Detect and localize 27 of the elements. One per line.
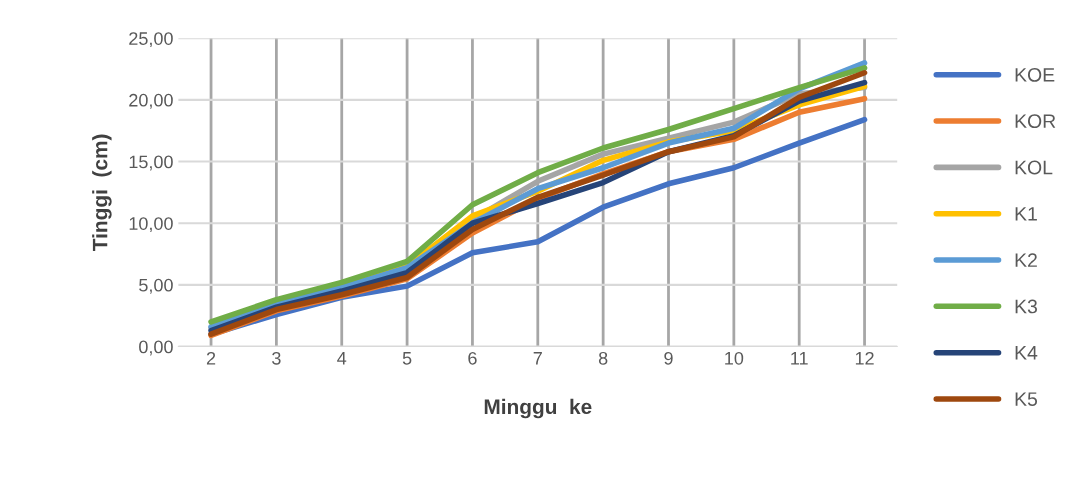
y-tick-label: 5,00 <box>139 278 173 294</box>
legend-label: K4 <box>1015 346 1038 360</box>
legend-label: KOL <box>1015 160 1053 175</box>
legend-label: K1 <box>1015 207 1037 221</box>
legend-label: K2 <box>1015 253 1037 267</box>
y-tick-label: 10,00 <box>129 217 173 233</box>
x-tick-label: 3 <box>272 351 281 365</box>
y-tick-label: 15,00 <box>129 155 173 171</box>
x-tick-label: 12 <box>855 351 874 365</box>
legend-label: K3 <box>1015 299 1037 314</box>
x-tick-label: 5 <box>402 352 412 365</box>
x-tick-label: 9 <box>664 351 673 365</box>
y-tick-label: 0,00 <box>139 340 173 356</box>
y-tick-label: 20,00 <box>129 93 173 109</box>
x-tick-label: 11 <box>791 352 808 365</box>
legend-label: K5 <box>1015 392 1038 406</box>
x-tick-label: 8 <box>598 351 608 365</box>
y-axis-title: Tinggi (cm) <box>92 134 112 251</box>
x-tick-label: 7 <box>533 352 542 365</box>
x-tick-label: 4 <box>337 352 347 365</box>
x-tick-label: 2 <box>206 351 216 365</box>
x-tick-label: 10 <box>725 351 744 365</box>
x-axis-title: Minggu ke <box>484 398 592 419</box>
x-tick-label: 6 <box>468 351 477 365</box>
legend-label: KOE <box>1015 67 1055 82</box>
y-tick-label: 25,00 <box>129 32 173 48</box>
legend-label: KOR <box>1015 114 1056 129</box>
